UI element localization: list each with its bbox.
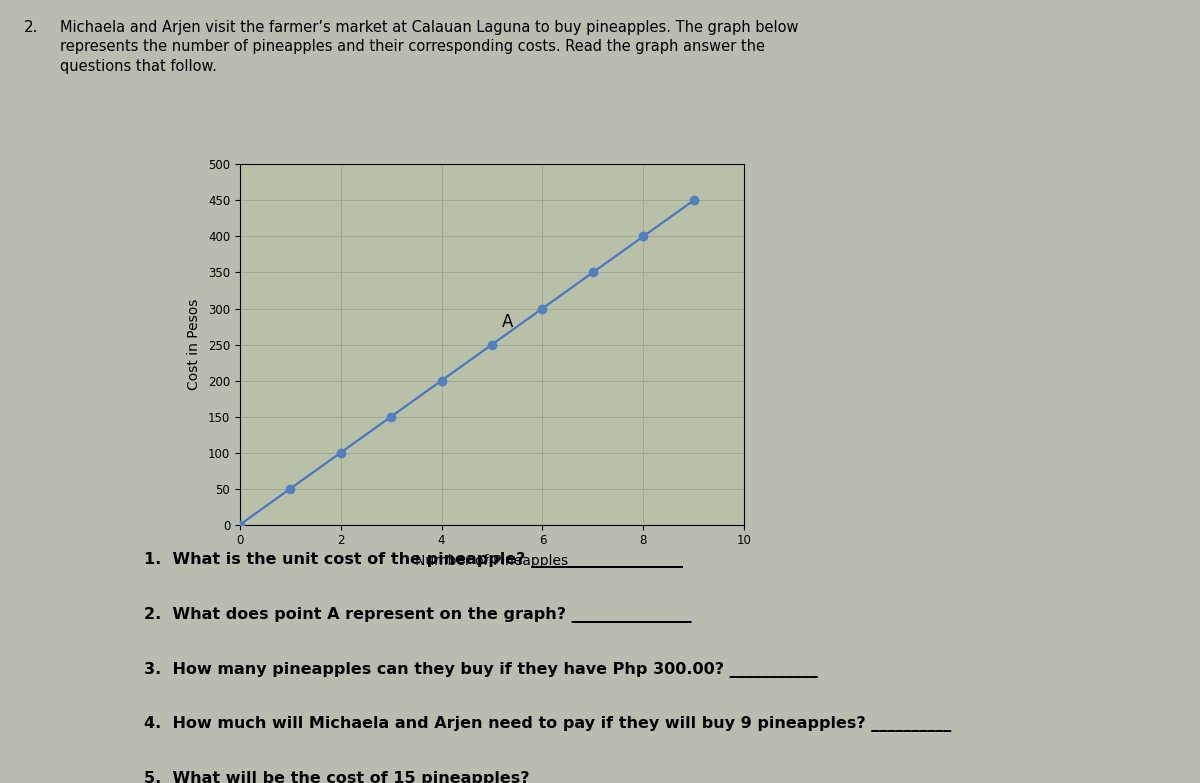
Text: Michaela and Arjen visit the farmer’s market at Calauan Laguna to buy pineapples: Michaela and Arjen visit the farmer’s ma…: [60, 20, 798, 74]
Text: A: A: [502, 312, 514, 330]
Text: 5.  What will be the cost of 15 pineapples?____________: 5. What will be the cost of 15 pineapple…: [144, 771, 625, 783]
X-axis label: Number of Pineapples: Number of Pineapples: [415, 554, 569, 568]
Text: 2.: 2.: [24, 20, 38, 34]
Y-axis label: Cost in Pesos: Cost in Pesos: [187, 299, 202, 390]
Text: 1.  What is the unit cost of the pineapple? ___________________: 1. What is the unit cost of the pineappl…: [144, 552, 683, 568]
Text: 2.  What does point A represent on the graph? _______________: 2. What does point A represent on the gr…: [144, 607, 691, 622]
Text: 4.  How much will Michaela and Arjen need to pay if they will buy 9 pineapples? : 4. How much will Michaela and Arjen need…: [144, 716, 952, 732]
Text: 3.  How many pineapples can they buy if they have Php 300.00? ___________: 3. How many pineapples can they buy if t…: [144, 662, 817, 677]
